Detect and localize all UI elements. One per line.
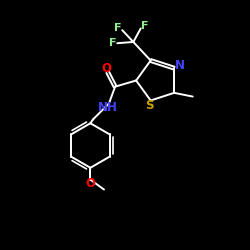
Text: N: N [174, 59, 184, 72]
Text: F: F [141, 21, 149, 31]
Text: S: S [145, 100, 154, 112]
Text: O: O [86, 177, 96, 190]
Text: NH: NH [98, 102, 118, 114]
Text: F: F [114, 23, 122, 33]
Text: O: O [102, 62, 112, 75]
Text: F: F [108, 38, 116, 48]
